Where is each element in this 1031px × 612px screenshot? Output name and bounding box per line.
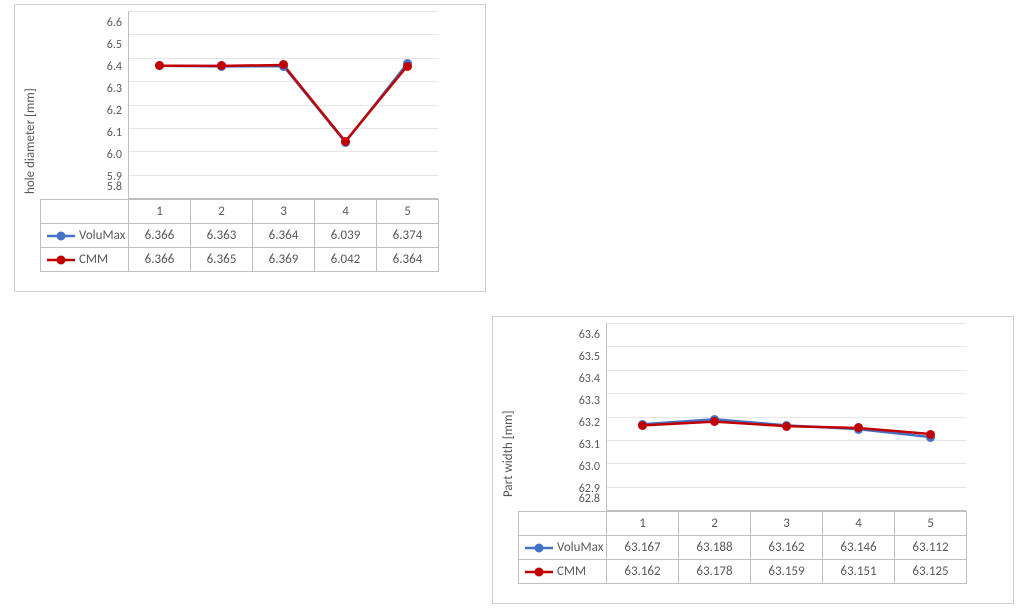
plot-row: 6.66.56.46.36.26.16.05.95.8 [40,11,475,199]
y-tick-label: 6.0 [107,149,122,161]
data-cell: 63.188 [679,536,751,560]
table-corner [41,199,129,224]
y-tick-label: 6.5 [107,39,122,51]
data-cell: 63.167 [607,536,679,560]
y-tick-label: 62.8 [579,493,600,505]
data-cell: 63.162 [607,560,679,584]
legend-marker-icon [525,542,553,554]
category-header: 1 [607,511,679,536]
y-tick-label: 63.3 [579,395,600,407]
category-header: 5 [895,511,967,536]
legend-marker-icon [525,566,553,578]
category-header: 4 [315,199,377,224]
y-ticks: 63.663.563.463.363.263.163.062.962.8 [579,323,606,511]
y-tick-label: 63.2 [579,417,600,429]
data-cell: 6.364 [253,224,315,248]
table-corner [519,511,607,536]
data-cell: 6.364 [377,248,439,272]
data-cell: 63.125 [895,560,967,584]
category-header: 1 [129,199,191,224]
y-tick-label: 63.1 [579,439,600,451]
y-tick-label: 6.1 [107,127,122,139]
data-cell: 63.178 [679,560,751,584]
data-cell: 6.374 [377,224,439,248]
data-cell: 63.146 [823,536,895,560]
data-marker [341,137,350,146]
legend-entry: VoluMax [41,224,129,248]
data-cell: 6.366 [129,224,191,248]
data-marker [782,422,791,431]
chart-column: 63.663.563.463.363.263.163.062.962.8 123… [518,323,1003,584]
data-marker [926,430,935,439]
y-axis-label: Part width [mm] [499,323,518,584]
y-axis-label: hole diameter [mm] [21,11,40,272]
legend-label: VoluMax [557,540,603,555]
category-header: 4 [823,511,895,536]
legend-marker-icon [47,230,75,242]
legend-label: CMM [79,252,108,267]
chart-lines [129,11,438,198]
plot-area [606,323,966,511]
category-header: 2 [191,199,253,224]
y-tick-label: 6.2 [107,105,122,117]
chart-panel-hole-diameter: hole diameter [mm] 6.6 6.5 6.4 6.3 6.2 6.1 6.0… [14,4,486,292]
y-tick-label: 6.3 [107,83,122,95]
y-tick-label: 6.6 [107,17,122,29]
category-header: 3 [751,511,823,536]
data-cell: 6.042 [315,248,377,272]
plot-area [128,11,438,199]
chart-column: 6.66.56.46.36.26.16.05.95.8 12345VoluMax… [40,11,475,272]
chart-lines [607,323,966,510]
data-cell: 6.039 [315,224,377,248]
legend-label: VoluMax [79,228,125,243]
y-tick-label: 5.8 [107,181,122,193]
data-cell: 63.151 [823,560,895,584]
plot-row: 63.663.563.463.363.263.163.062.962.8 [518,323,1003,511]
data-cell: 6.366 [129,248,191,272]
chart-inner: Part width [mm] 63.6 63.5 63.4 63.3 63.2 63.1… [499,323,1003,584]
data-cell: 6.365 [191,248,253,272]
category-header: 5 [377,199,439,224]
y-ticks: 6.66.56.46.36.26.16.05.95.8 [107,11,128,199]
series-line [160,65,407,141]
legend-entry: CMM [519,560,607,584]
category-header: 3 [253,199,315,224]
legend-marker-icon [47,254,75,266]
data-marker [403,62,412,71]
data-cell: 63.159 [751,560,823,584]
data-table: 12345VoluMax6.3666.3636.3646.0396.374CMM… [40,199,475,272]
data-table: 12345VoluMax63.16763.18863.16263.14663.1… [518,511,1003,584]
legend-entry: VoluMax [519,536,607,560]
chart-panel-part-width: Part width [mm] 63.6 63.5 63.4 63.3 63.2 63.1… [492,316,1014,604]
legend-entry: CMM [41,248,129,272]
y-tick-label: 63.6 [579,329,600,341]
data-cell: 63.112 [895,536,967,560]
y-tick-label: 63.4 [579,373,600,385]
data-cell: 63.162 [751,536,823,560]
y-tick-label: 6.4 [107,61,122,73]
category-header: 2 [679,511,751,536]
data-cell: 6.363 [191,224,253,248]
y-tick-label: 63.5 [579,351,600,363]
legend-label: CMM [557,564,586,579]
data-cell: 6.369 [253,248,315,272]
chart-inner: hole diameter [mm] 6.6 6.5 6.4 6.3 6.2 6.1 6.0… [21,11,475,272]
y-tick-label: 63.0 [579,461,600,473]
series-line [160,64,407,142]
